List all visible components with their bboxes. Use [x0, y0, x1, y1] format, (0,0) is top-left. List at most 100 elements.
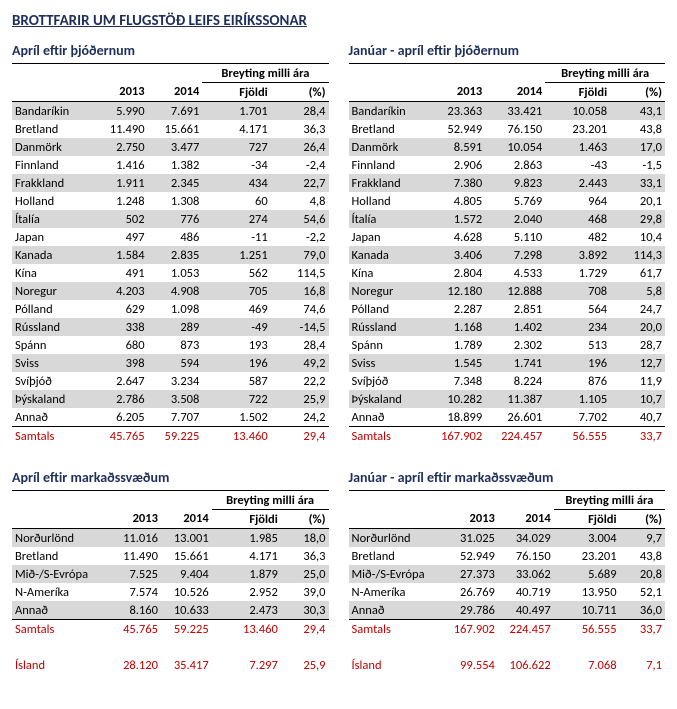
cell: 29,8: [610, 210, 665, 228]
cell: 10,7: [610, 390, 665, 408]
cell: Noregur: [349, 282, 426, 300]
cell: 20,8: [620, 565, 665, 583]
cell: 1.463: [545, 138, 610, 156]
cell: 45.765: [93, 427, 148, 446]
cell: 34.029: [498, 529, 554, 548]
cell: [12, 491, 110, 510]
cell: 23.363: [425, 102, 485, 121]
cell: 17,0: [610, 138, 665, 156]
cell: Annað: [12, 601, 110, 620]
cell: 513: [545, 336, 610, 354]
cell: 26,4: [271, 138, 329, 156]
table-row: Rússland1.1681.40223420,0: [349, 318, 666, 336]
cell: Japan: [349, 228, 426, 246]
table-apr-reg: Breyting milli ára20132014Fjöldi(%)Norðu…: [12, 490, 329, 674]
cell: 1.402: [485, 318, 545, 336]
cell: 1.911: [93, 174, 148, 192]
cell: [425, 64, 485, 83]
cell: 43,8: [620, 547, 665, 565]
cell: 61,7: [610, 264, 665, 282]
cell: -14,5: [271, 318, 329, 336]
cell: 4.171: [212, 547, 281, 565]
cell: 79,0: [271, 246, 329, 264]
cell: 33,1: [610, 174, 665, 192]
cell: 2.443: [545, 174, 610, 192]
table-row: Bretland52.94976.15023.20143,8: [349, 547, 666, 565]
cell: [349, 64, 426, 83]
cell: 3.508: [148, 390, 203, 408]
cell: 11.387: [485, 390, 545, 408]
cell: 106.622: [498, 656, 554, 674]
cell: 594: [148, 354, 203, 372]
cell: 7,1: [620, 656, 665, 674]
cell: 234: [545, 318, 610, 336]
cell: 224.457: [498, 620, 554, 639]
cell: Ísland: [349, 656, 443, 674]
cell: Annað: [349, 601, 443, 620]
cell: [12, 638, 329, 656]
cell: 36,0: [620, 601, 665, 620]
cell: Norðurlönd: [349, 529, 443, 548]
cell: 40.719: [498, 583, 554, 601]
cell: 52,1: [620, 583, 665, 601]
panel-apr-nat: Apríl eftir þjóðernum Breyting milli ára…: [12, 36, 329, 445]
cell: 8.224: [485, 372, 545, 390]
cell: 274: [202, 210, 270, 228]
cell: 13.950: [554, 583, 620, 601]
cell: Svíþjóð: [12, 372, 93, 390]
cell: N-Ameríka: [12, 583, 110, 601]
cell: 2014: [498, 510, 554, 529]
table-row: Kína4911.053562114,5: [12, 264, 329, 282]
cell: 2014: [485, 83, 545, 102]
cell: 114,5: [271, 264, 329, 282]
cell: 2.786: [93, 390, 148, 408]
cell: [12, 83, 93, 102]
cell: 28,7: [610, 336, 665, 354]
cell: 23.201: [545, 120, 610, 138]
total-row: Samtals45.76559.22513.46029,4: [12, 620, 329, 639]
cell: 35.417: [161, 656, 212, 674]
table-row: Finnland2.9062.863-43-1,5: [349, 156, 666, 174]
cell: 1.168: [425, 318, 485, 336]
table-row: Þýskaland2.7863.50872225,9: [12, 390, 329, 408]
cell: 4.533: [485, 264, 545, 282]
cell: [12, 510, 110, 529]
top-panels: Apríl eftir þjóðernum Breyting milli ára…: [12, 36, 665, 445]
cell: Frakkland: [12, 174, 93, 192]
cell: 1.053: [148, 264, 203, 282]
cell: [349, 638, 666, 656]
cell: 24,2: [271, 408, 329, 427]
table-row: Kanada1.5842.8351.25179,0: [12, 246, 329, 264]
total-row: Samtals167.902224.45756.55533,7: [349, 427, 666, 446]
cell: Breyting milli ára: [545, 64, 665, 83]
table-row: Bretland52.94976.15023.20143,8: [349, 120, 666, 138]
table-row: Annað18.89926.6017.70240,7: [349, 408, 666, 427]
cell: Bretland: [349, 120, 426, 138]
cell: [93, 64, 148, 83]
cell: 7.525: [110, 565, 161, 583]
panel-ytd-nat: Janúar - apríl eftir þjóðernum Breyting …: [349, 36, 666, 445]
iceland-row: Ísland28.12035.4177.29725,9: [12, 656, 329, 674]
cell: 167.902: [442, 620, 498, 639]
cell: Breyting milli ára: [212, 491, 329, 510]
cell: 59.225: [148, 427, 203, 446]
cell: Rússland: [349, 318, 426, 336]
cell: 10.282: [425, 390, 485, 408]
bottom-panels: Apríl eftir markaðssvæðum Breyting milli…: [12, 463, 665, 674]
cell: N-Ameríka: [349, 583, 443, 601]
table-row: N-Ameríka26.76940.71913.95052,1: [349, 583, 666, 601]
cell: 5.110: [485, 228, 545, 246]
table-row: Ítalía1.5722.04046829,8: [349, 210, 666, 228]
cell: -2,4: [271, 156, 329, 174]
cell: Pólland: [12, 300, 93, 318]
cell: 1.248: [93, 192, 148, 210]
cell: 4.171: [202, 120, 270, 138]
table-row: Japan497486-11-2,2: [12, 228, 329, 246]
cell: Annað: [12, 408, 93, 427]
cell: 502: [93, 210, 148, 228]
cell: 434: [202, 174, 270, 192]
cell: 705: [202, 282, 270, 300]
cell: Samtals: [349, 427, 426, 446]
table-row: Noregur12.18012.8887085,8: [349, 282, 666, 300]
table-row: Annað6.2057.7071.50224,2: [12, 408, 329, 427]
